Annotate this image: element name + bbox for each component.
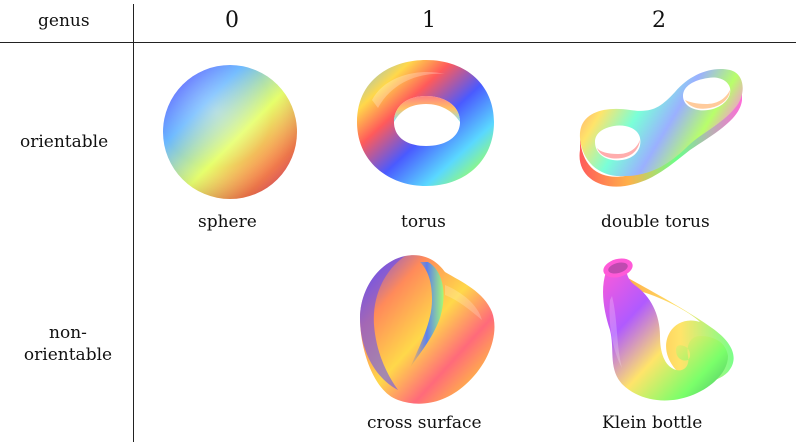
caption-sphere: sphere [198,212,257,232]
header-divider [0,42,796,43]
header-genus-label: genus [38,11,90,31]
caption-torus: torus [401,212,446,232]
double-torus-shape [579,68,743,187]
sphere-shape [163,65,297,199]
klein-bottle-shape [603,258,734,401]
row-label-non-orientable: non- orientable [18,322,118,366]
column-header-0: 0 [225,8,239,33]
row-label-line1: non- [49,323,87,343]
column-divider [133,4,134,442]
row-label-orientable: orientable [20,132,109,152]
column-header-2: 2 [652,8,666,33]
caption-cross-surface: cross surface [367,413,482,433]
column-header-1: 1 [422,8,436,33]
row-label-line2: orientable [23,345,113,365]
caption-double-torus: double torus [601,212,710,232]
caption-klein-bottle: Klein bottle [602,413,703,433]
cross-surface-shape [360,255,495,404]
torus-shape [357,60,494,186]
